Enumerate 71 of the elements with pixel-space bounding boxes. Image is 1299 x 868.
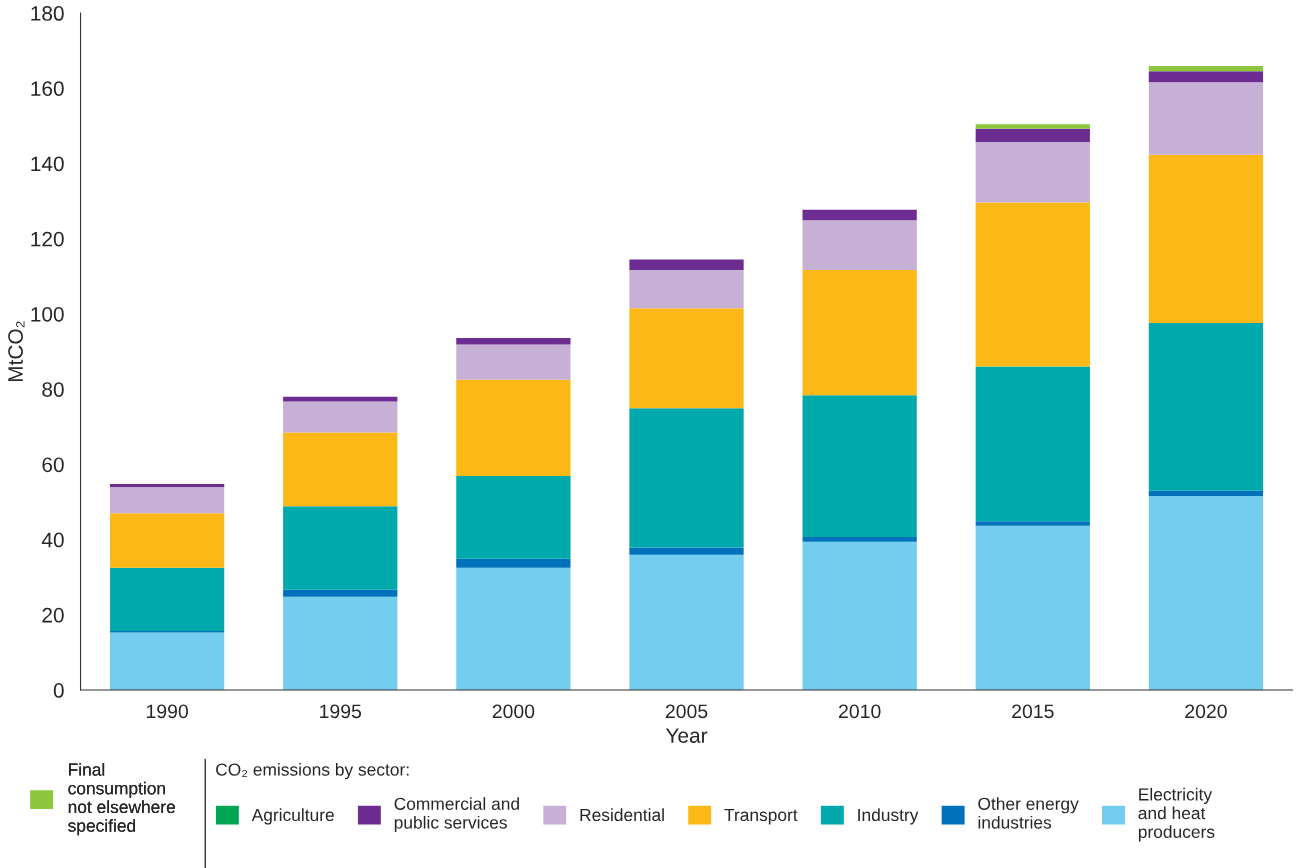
bar xyxy=(1148,82,1264,155)
bar xyxy=(456,558,571,568)
bar xyxy=(629,308,744,409)
bar xyxy=(1148,322,1264,491)
legend-label: Residential xyxy=(580,808,664,822)
bar xyxy=(975,142,1090,203)
bar xyxy=(109,567,225,632)
bar xyxy=(975,128,1090,143)
bar xyxy=(456,567,571,691)
bar xyxy=(802,536,917,542)
bar xyxy=(109,486,225,514)
y-tick-label: 60 xyxy=(42,457,64,473)
legend-label: Transport xyxy=(724,808,798,825)
bar xyxy=(109,483,225,487)
y-tick-label: 20 xyxy=(42,607,64,623)
legend-label: Electricity and heat producers xyxy=(1138,787,1215,842)
x-tick-label: 1990 xyxy=(146,704,188,719)
y-axis-title: MtCO₂ xyxy=(8,321,25,382)
bar xyxy=(456,338,571,345)
bar xyxy=(802,220,917,270)
y-tick-label: 180 xyxy=(31,6,64,21)
bar xyxy=(629,269,744,309)
y-tick-label: 100 xyxy=(31,306,64,322)
bar xyxy=(283,396,398,402)
y-tick-label: 40 xyxy=(41,532,64,548)
y-tick-label: 160 xyxy=(31,81,64,96)
bar xyxy=(802,541,917,691)
bar xyxy=(1148,495,1264,691)
bar xyxy=(109,513,225,568)
bar xyxy=(283,401,398,433)
x-tick-label: 1995 xyxy=(320,704,362,719)
bar xyxy=(1148,66,1264,72)
bar xyxy=(802,269,917,396)
y-tick-label: 80 xyxy=(42,382,64,397)
legend-label: Final consumption not elsewhere specified xyxy=(68,762,175,836)
bar xyxy=(975,521,1090,526)
legend-label: Commercial and public services xyxy=(394,797,519,833)
bar xyxy=(283,432,398,507)
x-tick-label: 2020 xyxy=(1185,704,1227,719)
x-tick-label: 2010 xyxy=(839,704,881,719)
bar xyxy=(456,344,571,380)
bar xyxy=(1148,71,1264,83)
bar xyxy=(629,408,744,548)
bar xyxy=(975,124,1090,129)
legend-label: Industry xyxy=(858,808,919,825)
bar xyxy=(975,202,1090,367)
legend-label: Agriculture xyxy=(251,808,334,825)
bar xyxy=(456,379,571,477)
bar xyxy=(629,259,744,270)
bar xyxy=(456,476,571,559)
legend-label: Other energy industries xyxy=(978,797,1079,829)
bar xyxy=(975,525,1090,691)
bar xyxy=(283,589,398,597)
bar xyxy=(283,506,398,590)
bar xyxy=(283,596,398,691)
bar xyxy=(629,547,744,555)
bar xyxy=(629,554,744,691)
bar xyxy=(1148,490,1264,496)
y-tick-label: 120 xyxy=(31,231,64,247)
bar xyxy=(109,632,225,691)
legend-title: CO₂ emissions by sector: xyxy=(216,762,409,780)
bar xyxy=(802,209,917,221)
y-tick-label: 0 xyxy=(53,683,64,698)
x-tick-label: 2005 xyxy=(665,704,708,719)
bar xyxy=(1148,154,1264,323)
x-tick-label: 2015 xyxy=(1012,704,1054,719)
y-tick-label: 140 xyxy=(31,156,64,172)
bar xyxy=(975,366,1090,522)
bar xyxy=(802,395,917,537)
x-axis-title: Year xyxy=(665,728,708,743)
x-tick-label: 2000 xyxy=(492,704,535,719)
